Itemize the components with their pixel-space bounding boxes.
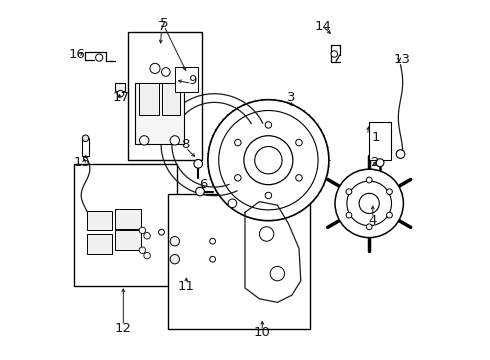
Circle shape bbox=[235, 175, 241, 181]
Circle shape bbox=[265, 122, 271, 128]
Bar bbox=[162, 83, 180, 115]
Circle shape bbox=[210, 238, 216, 244]
Bar bbox=[87, 211, 112, 230]
Bar bbox=[175, 67, 198, 92]
Bar bbox=[170, 202, 218, 283]
Bar bbox=[135, 83, 184, 144]
Circle shape bbox=[265, 192, 271, 199]
Text: 17: 17 bbox=[112, 91, 129, 104]
Bar bbox=[116, 230, 141, 250]
Circle shape bbox=[196, 187, 204, 196]
Bar bbox=[168, 194, 310, 329]
Circle shape bbox=[259, 227, 274, 241]
Text: 11: 11 bbox=[178, 280, 195, 293]
Circle shape bbox=[139, 227, 146, 234]
Bar bbox=[128, 32, 202, 160]
Circle shape bbox=[228, 199, 237, 208]
Circle shape bbox=[295, 139, 302, 146]
Circle shape bbox=[150, 63, 160, 73]
Text: 15: 15 bbox=[74, 156, 91, 169]
Text: 1: 1 bbox=[371, 131, 380, 144]
Bar bbox=[139, 83, 159, 115]
Text: 10: 10 bbox=[254, 327, 270, 339]
Circle shape bbox=[396, 150, 405, 158]
Circle shape bbox=[96, 54, 103, 61]
Text: 13: 13 bbox=[393, 53, 410, 66]
Bar bbox=[116, 83, 125, 91]
Circle shape bbox=[140, 136, 149, 145]
Circle shape bbox=[170, 237, 179, 246]
Circle shape bbox=[331, 51, 338, 57]
Circle shape bbox=[159, 229, 164, 235]
Circle shape bbox=[170, 255, 179, 264]
Text: 3: 3 bbox=[287, 91, 295, 104]
Circle shape bbox=[194, 159, 202, 168]
Circle shape bbox=[367, 177, 372, 183]
Circle shape bbox=[117, 90, 123, 97]
Text: 7: 7 bbox=[158, 21, 167, 33]
Circle shape bbox=[270, 266, 285, 281]
Circle shape bbox=[346, 189, 352, 194]
Text: 2: 2 bbox=[371, 156, 380, 169]
Circle shape bbox=[210, 256, 216, 262]
Circle shape bbox=[346, 212, 352, 218]
Circle shape bbox=[335, 169, 403, 238]
Text: 12: 12 bbox=[115, 322, 132, 335]
Bar bbox=[87, 234, 112, 254]
Circle shape bbox=[208, 100, 329, 221]
Circle shape bbox=[82, 135, 89, 141]
Text: 6: 6 bbox=[199, 178, 208, 191]
Circle shape bbox=[359, 193, 379, 213]
Circle shape bbox=[219, 111, 318, 210]
Circle shape bbox=[144, 233, 150, 239]
Circle shape bbox=[387, 212, 392, 218]
Text: 9: 9 bbox=[189, 75, 197, 87]
Circle shape bbox=[139, 247, 146, 253]
Circle shape bbox=[387, 189, 392, 194]
Circle shape bbox=[376, 159, 384, 167]
Text: 16: 16 bbox=[68, 48, 85, 61]
Circle shape bbox=[144, 252, 150, 259]
Bar bbox=[369, 122, 391, 160]
Circle shape bbox=[347, 181, 392, 226]
Text: 5: 5 bbox=[160, 17, 168, 30]
Circle shape bbox=[170, 136, 179, 145]
Bar bbox=[74, 164, 176, 286]
Circle shape bbox=[244, 136, 293, 185]
Circle shape bbox=[235, 139, 241, 146]
Bar bbox=[82, 138, 89, 156]
Bar bbox=[116, 209, 141, 229]
Circle shape bbox=[255, 147, 282, 174]
Text: 14: 14 bbox=[315, 21, 332, 33]
Circle shape bbox=[367, 224, 372, 230]
Text: 8: 8 bbox=[181, 138, 190, 151]
Text: 4: 4 bbox=[368, 214, 377, 227]
Circle shape bbox=[295, 175, 302, 181]
Circle shape bbox=[162, 68, 170, 76]
